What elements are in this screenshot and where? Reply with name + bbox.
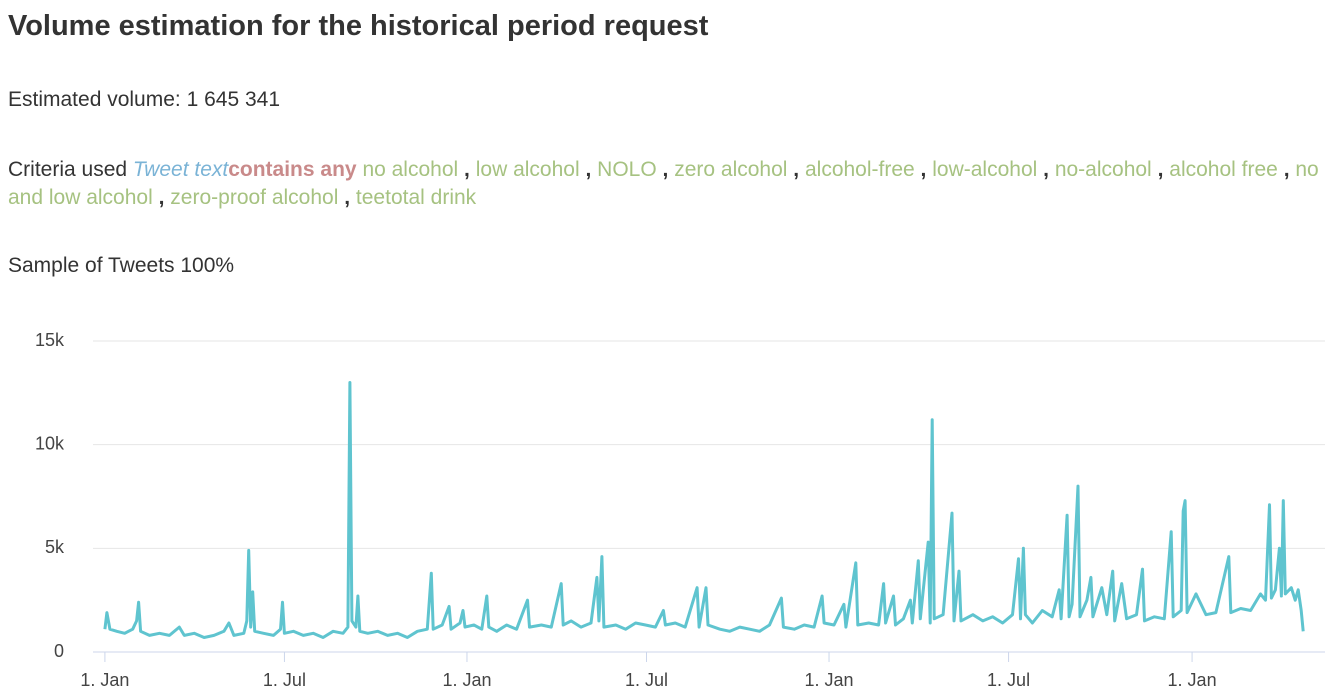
criteria-label: Criteria used <box>8 158 128 181</box>
term-separator: , <box>1157 158 1164 181</box>
x-tick-label: 1. Jan <box>1168 670 1217 690</box>
criteria-term: alcohol free <box>1169 158 1278 181</box>
criteria: Criteria used Tweet textcontains any no … <box>8 156 1338 212</box>
term-separator: , <box>1043 158 1049 181</box>
term-separator: , <box>1283 158 1290 181</box>
criteria-field: Tweet text <box>132 158 229 181</box>
x-tick-label: 1. Jul <box>263 670 306 690</box>
criteria-operator: contains any <box>228 158 357 181</box>
term-separator: , <box>662 158 669 181</box>
term-separator: , <box>585 158 592 181</box>
y-tick-label: 0 <box>54 641 64 661</box>
term-separator: , <box>158 186 165 209</box>
term-separator: , <box>464 158 470 181</box>
chart: 0 5k 10k 15k 1. Jan 1. Jul 1. Jan 1. Jul 1. Jan 1… <box>35 330 1325 690</box>
series-line <box>103 381 1305 639</box>
volume-label: Estimated volume: <box>8 88 181 111</box>
criteria-term: low-alcohol <box>932 158 1038 181</box>
criteria-term: zero alcohol <box>674 158 788 181</box>
criteria-term: no-alcohol <box>1054 158 1152 181</box>
page-title: Volume estimation for the historical per… <box>8 10 709 42</box>
volume-row: Estimated volume: 1 645 341 <box>8 88 280 112</box>
criteria-term: low alcohol <box>475 158 580 181</box>
term-separator: , <box>920 158 927 181</box>
y-tick-label: 5k <box>45 537 65 557</box>
criteria-term: no and low alcohol <box>8 158 1319 209</box>
criteria-term: zero-proof alcohol <box>170 186 339 209</box>
y-tick-label: 15k <box>35 330 65 350</box>
x-tick-label: 1. Jan <box>442 670 491 690</box>
y-tick-label: 10k <box>35 433 65 453</box>
x-tick-label: 1. Jan <box>805 670 854 690</box>
x-tick-label: 1. Jan <box>80 670 129 690</box>
x-tick-label: 1. Jul <box>987 670 1030 690</box>
sample-label: Sample of Tweets 100% <box>8 254 235 277</box>
term-separator: , <box>344 186 351 209</box>
term-separator: , <box>793 158 800 181</box>
criteria-term: teetotal drink <box>355 186 477 209</box>
criteria-term: NOLO <box>597 158 657 181</box>
volume-value: 1 645 341 <box>186 88 281 111</box>
criteria-term: no alcohol <box>362 158 459 181</box>
criteria-term: alcohol-free <box>804 158 915 181</box>
x-tick-label: 1. Jul <box>625 670 668 690</box>
